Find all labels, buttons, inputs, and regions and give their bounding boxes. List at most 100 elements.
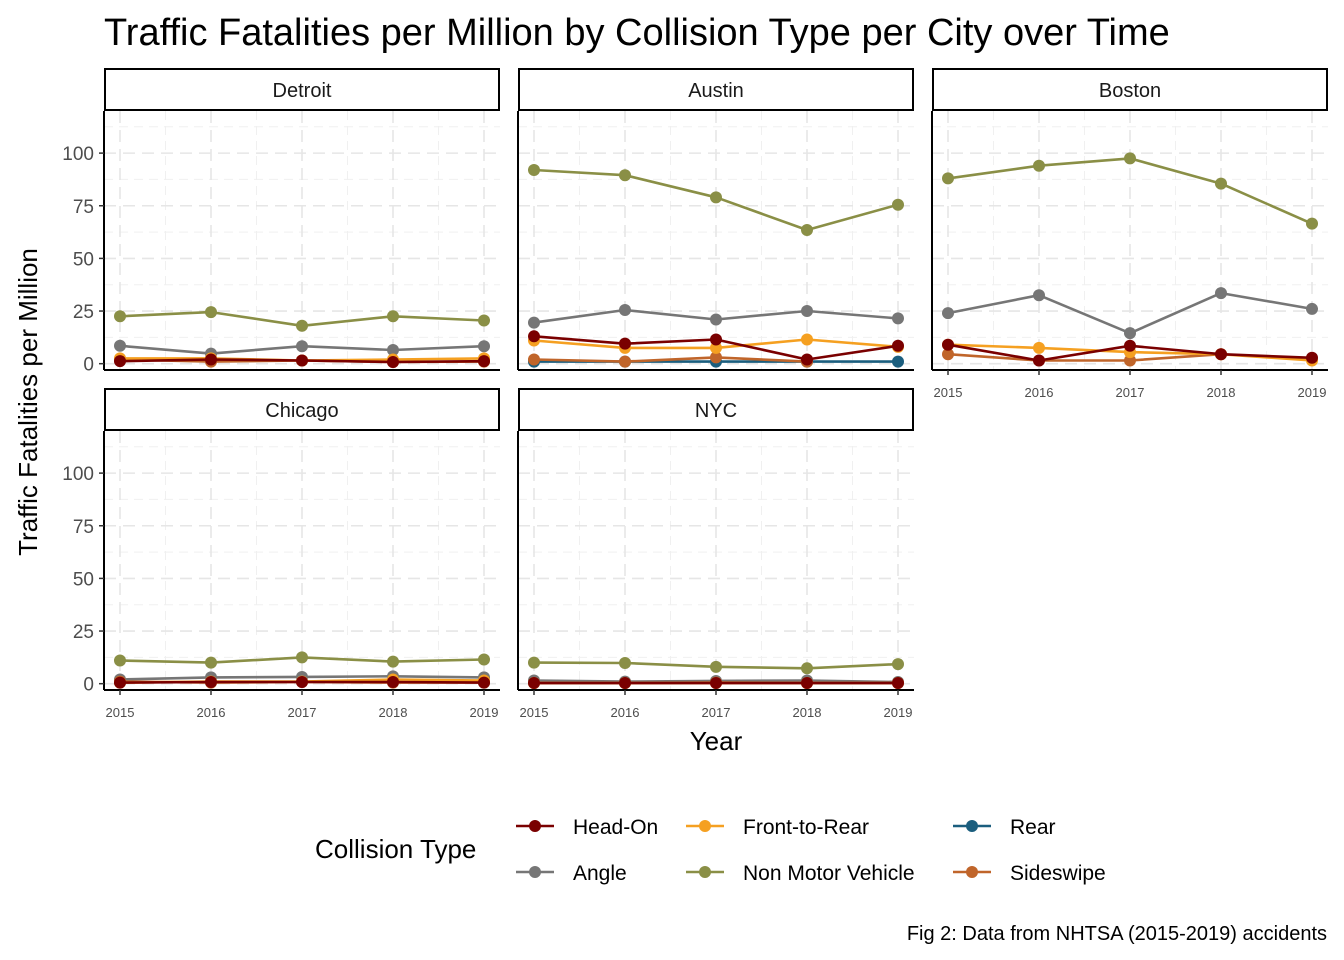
data-point-head-on — [892, 677, 904, 690]
data-point-head-on — [942, 338, 954, 351]
series-head-on-detroit — [114, 353, 490, 368]
data-point-head-on — [205, 675, 217, 688]
data-point-angle — [942, 307, 954, 320]
data-point-angle — [1215, 287, 1227, 300]
data-point-angle — [478, 340, 490, 353]
x-tick-label: 2017 — [1116, 385, 1145, 400]
panel-nyc: NYC 2015 2016 2017 2018 2019 — [517, 388, 914, 720]
y-tick-label: 75 — [73, 197, 94, 218]
y-tick-label: 25 — [73, 622, 94, 643]
x-axis-title: Year — [690, 726, 743, 756]
data-point-non-motor-vehicle — [387, 655, 399, 668]
data-point-non-motor-vehicle — [801, 223, 813, 236]
x-tick-label: 2019 — [1298, 385, 1327, 400]
strip-detroit — [104, 68, 500, 111]
y-tick-label: 0 — [83, 675, 94, 696]
data-point-sideswipe — [1124, 354, 1136, 367]
legend-item-angle: Angle — [516, 862, 627, 885]
data-point-head-on — [1306, 351, 1318, 364]
panel-boston: Boston 2015 2016 2017 2018 2019 — [931, 68, 1328, 400]
legend: Collision Type Head-On Angle Front-to-Rear… — [315, 816, 1106, 885]
x-tick-label: 2015 — [934, 385, 963, 400]
data-point-angle — [387, 343, 399, 356]
data-point-head-on — [801, 677, 813, 690]
data-point-non-motor-vehicle — [1306, 217, 1318, 230]
data-point-non-motor-vehicle — [296, 651, 308, 664]
data-point-front-to-rear — [710, 341, 722, 354]
data-point-non-motor-vehicle — [1215, 177, 1227, 190]
legend-label-non-motor-vehicle: Non Motor Vehicle — [743, 862, 915, 885]
legend-label-front-to-rear: Front-to-Rear — [743, 816, 869, 839]
data-point-angle — [1306, 302, 1318, 315]
legend-key-point — [699, 820, 711, 832]
strip-label-boston: Boston — [1099, 80, 1161, 102]
legend-title: Collision Type — [315, 834, 476, 864]
legend-key-point — [699, 866, 711, 878]
x-tick-label: 2016 — [611, 705, 640, 720]
x-tick-label: 2015 — [520, 705, 549, 720]
x-tick-label: 2018 — [1207, 385, 1236, 400]
x-tick-label: 2017 — [702, 705, 731, 720]
legend-key-point — [966, 820, 978, 832]
data-point-head-on — [710, 333, 722, 346]
data-point-non-motor-vehicle — [114, 654, 126, 667]
legend-label-angle: Angle — [573, 862, 627, 885]
data-point-non-motor-vehicle — [205, 656, 217, 669]
strip-label-nyc: NYC — [695, 400, 737, 422]
data-point-head-on — [1215, 348, 1227, 361]
data-point-head-on — [296, 675, 308, 688]
legend-item-sideswipe: Sideswipe — [953, 862, 1106, 885]
y-tick-label: 50 — [73, 569, 94, 590]
data-point-non-motor-vehicle — [710, 660, 722, 673]
y-tick-label: 100 — [62, 144, 94, 165]
data-point-angle — [1124, 327, 1136, 340]
series-non-motor-vehicle-austin — [528, 163, 904, 236]
data-point-non-motor-vehicle — [478, 314, 490, 327]
series-head-on-nyc — [528, 677, 904, 690]
data-point-head-on — [387, 675, 399, 688]
chart-title: Traffic Fatalities per Million by Collis… — [104, 12, 1170, 54]
data-point-sideswipe — [710, 351, 722, 364]
strip-label-austin: Austin — [688, 80, 744, 102]
legend-label-head-on: Head-On — [573, 816, 658, 839]
data-point-non-motor-vehicle — [1033, 159, 1045, 172]
data-point-angle — [296, 340, 308, 353]
data-point-non-motor-vehicle — [528, 163, 540, 176]
x-tick-label: 2016 — [1025, 385, 1054, 400]
data-point-head-on — [205, 353, 217, 366]
y-tick-label: 0 — [83, 355, 94, 376]
data-point-head-on — [478, 355, 490, 368]
series-head-on-austin — [528, 330, 904, 366]
legend-label-sideswipe: Sideswipe — [1010, 862, 1106, 885]
data-point-sideswipe — [942, 348, 954, 361]
facet-panels: Detroit 0 25 50 75 100 Austin Boston 2015 2016 201… — [62, 68, 1328, 720]
legend-key-point — [966, 866, 978, 878]
x-tick-label: 2019 — [884, 705, 913, 720]
caption: Fig 2: Data from NHTSA (2015-2019) accid… — [907, 923, 1327, 945]
data-point-head-on — [114, 355, 126, 368]
strip-austin — [518, 68, 914, 111]
x-tick-label: 2018 — [793, 705, 822, 720]
y-tick-label: 75 — [73, 517, 94, 538]
series-non-motor-vehicle-nyc — [528, 656, 904, 675]
series-angle-boston — [942, 287, 1318, 340]
data-point-angle — [801, 305, 813, 318]
data-point-head-on — [528, 677, 540, 690]
data-point-front-to-rear — [1033, 341, 1045, 354]
series-non-motor-vehicle-boston — [942, 152, 1318, 230]
data-point-head-on — [892, 339, 904, 352]
strip-chicago — [104, 388, 500, 431]
data-point-head-on — [296, 354, 308, 367]
legend-label-rear: Rear — [1010, 816, 1056, 839]
data-point-front-to-rear — [801, 333, 813, 346]
legend-item-rear: Rear — [953, 816, 1056, 839]
data-point-angle — [619, 303, 631, 316]
y-tick-label: 50 — [73, 249, 94, 270]
data-point-non-motor-vehicle — [478, 653, 490, 666]
legend-key-point — [529, 820, 541, 832]
data-point-head-on — [114, 676, 126, 689]
data-point-non-motor-vehicle — [619, 657, 631, 670]
panel-chicago: Chicago 0 25 50 75 100 2015 2016 2017 2018 2019 — [62, 388, 500, 720]
legend-item-front-to-rear: Front-to-Rear — [686, 816, 869, 839]
